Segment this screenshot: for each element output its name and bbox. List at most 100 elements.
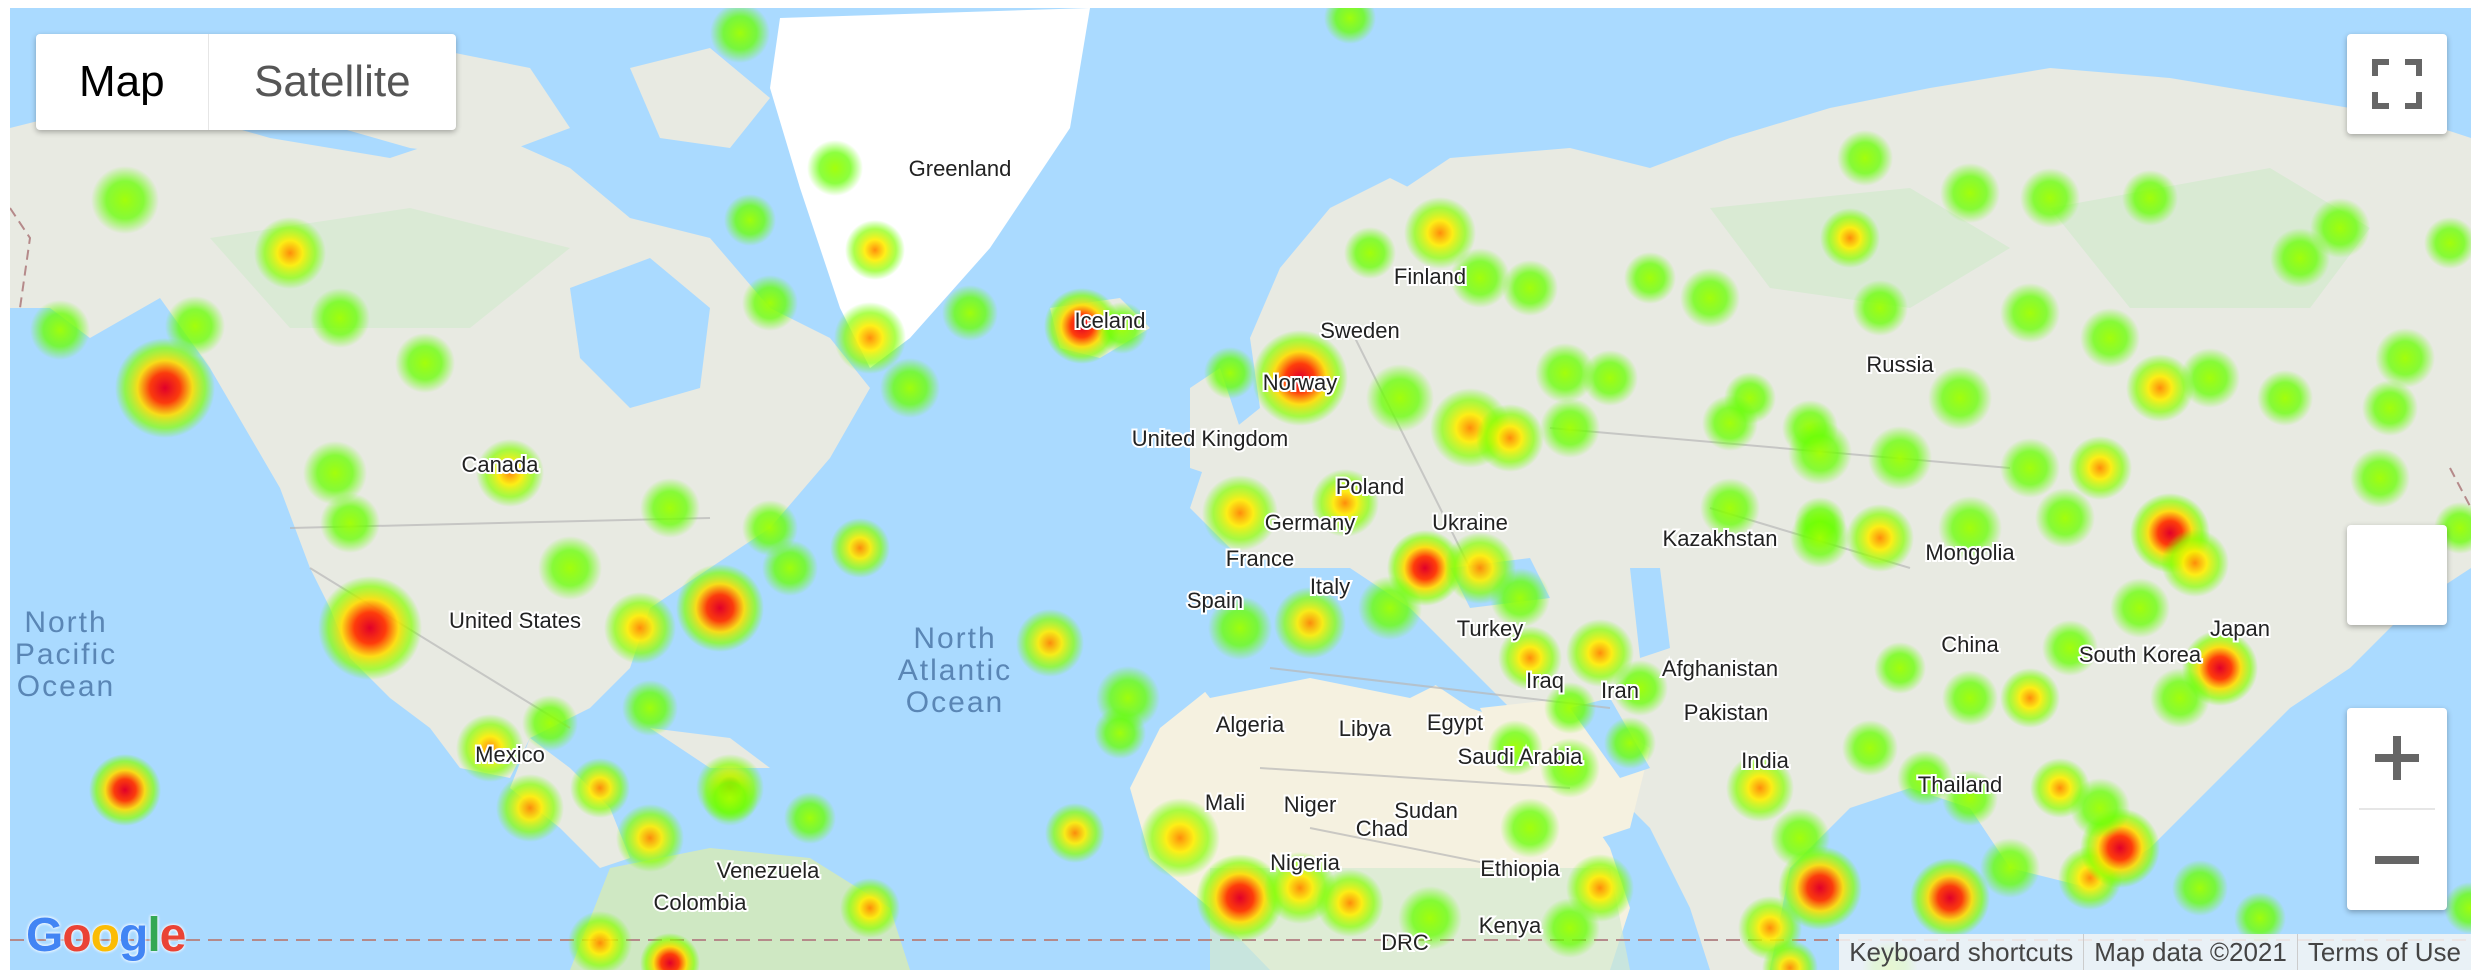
heat-point	[1852, 280, 1908, 336]
heat-point	[1540, 898, 1600, 958]
country-label: Greenland	[909, 156, 1012, 181]
heat-point	[2000, 283, 2060, 343]
heat-point	[1487, 720, 1543, 776]
heat-point	[91, 166, 159, 234]
heat-point	[1544, 682, 1596, 734]
minus-icon	[2375, 856, 2419, 864]
heat-point	[1942, 670, 1998, 726]
heat-point	[1204, 347, 1256, 399]
heat-point	[318, 576, 422, 680]
zoom-out-button[interactable]	[2347, 810, 2447, 910]
heat-point	[1311, 469, 1379, 537]
country-label: Ukraine	[1432, 510, 1508, 535]
country-label: Ethiopia	[1480, 856, 1560, 881]
country-label: Thailand	[1918, 772, 2002, 797]
heat-point	[1500, 798, 1560, 858]
heat-point	[622, 680, 678, 736]
heat-point	[1700, 478, 1760, 538]
heat-point	[1788, 421, 1852, 485]
map-canvas[interactable]: Greenland Iceland Finland Sweden Norway Unite…	[10, 8, 2471, 970]
heat-point	[1398, 886, 1462, 950]
heat-point	[1726, 754, 1794, 822]
google-logo[interactable]: Google	[26, 909, 186, 962]
heat-point	[1790, 508, 1850, 568]
country-label: Pakistan	[1684, 700, 1768, 725]
country-label: Mexico	[475, 742, 545, 767]
zoom-in-button[interactable]	[2347, 708, 2447, 808]
country-label: Iceland	[1075, 308, 1146, 333]
heat-point	[2000, 668, 2060, 728]
map-type-map-button[interactable]: Map	[36, 34, 209, 130]
heat-point	[1450, 248, 1510, 308]
country-label: Egypt	[1427, 710, 1483, 735]
heat-point	[616, 804, 684, 872]
heat-point	[604, 592, 676, 664]
country-label: Mongolia	[1925, 540, 2015, 565]
heat-point	[1316, 869, 1384, 937]
country-label: Italy	[1310, 574, 1350, 599]
heat-point	[1846, 504, 1914, 572]
heat-point	[1540, 398, 1600, 458]
heat-point	[724, 194, 776, 246]
heat-point	[1404, 197, 1476, 269]
heat-point	[1208, 596, 1272, 660]
heat-point	[2180, 348, 2240, 408]
heat-point	[1837, 130, 1893, 186]
ocean-label: Atlantic	[898, 654, 1012, 687]
attribution-bar: Keyboard shortcuts Map data ©2021 Terms …	[1839, 934, 2471, 970]
heat-point	[2424, 217, 2471, 269]
heat-point	[1535, 343, 1595, 403]
heat-point	[1980, 838, 2040, 898]
country-label: Sweden	[1320, 318, 1400, 343]
heat-point	[456, 714, 524, 782]
street-view-pegman[interactable]	[2347, 525, 2447, 625]
heat-point	[1910, 858, 1990, 938]
heat-point	[1604, 717, 1656, 769]
heat-point	[476, 439, 544, 507]
heat-point	[1140, 798, 1220, 878]
land-greenland	[770, 8, 1090, 368]
heat-point	[1252, 330, 1348, 426]
zoom-divider	[2359, 808, 2435, 810]
keyboard-shortcuts-link[interactable]: Keyboard shortcuts	[1849, 937, 2074, 967]
country-label: Japan	[2210, 616, 2270, 641]
heat-point	[2126, 354, 2194, 422]
heat-point	[1820, 208, 1880, 268]
terms-of-use-link[interactable]: Terms of Use	[2296, 934, 2471, 970]
country-label: Kenya	[1479, 913, 1542, 938]
heat-point	[1344, 227, 1396, 279]
map-tiles: Greenland Iceland Finland Sweden Norway Unite…	[10, 8, 2471, 970]
heatmap-layer	[30, 8, 2471, 970]
heat-point	[538, 536, 602, 600]
heat-point	[2444, 882, 2471, 934]
heat-point	[1680, 268, 1740, 328]
heat-point	[89, 754, 161, 826]
heat-point	[310, 288, 370, 348]
heat-point	[1874, 642, 1926, 694]
country-label: Canada	[461, 452, 539, 477]
heat-point	[2350, 448, 2410, 508]
heat-point	[1897, 750, 1953, 806]
heat-point	[570, 758, 630, 818]
heat-point	[2375, 328, 2435, 388]
heat-point	[640, 478, 700, 538]
heat-point	[807, 140, 863, 196]
heat-point	[320, 493, 380, 553]
heat-point	[742, 275, 798, 331]
map-type-satellite-button[interactable]: Satellite	[254, 57, 411, 106]
heat-point	[1324, 8, 1376, 44]
heat-point	[522, 695, 578, 751]
fullscreen-button[interactable]	[2347, 34, 2447, 134]
heat-point	[2257, 370, 2313, 426]
heat-point	[395, 333, 455, 393]
heat-point	[1202, 475, 1278, 551]
heat-point	[1612, 660, 1668, 716]
heat-point	[496, 774, 564, 842]
country-label: Venezuela	[717, 858, 821, 883]
country-label: Iran	[1601, 678, 1639, 703]
heat-point	[2110, 578, 2170, 638]
heat-point	[1566, 619, 1634, 687]
heat-point	[2020, 168, 2080, 228]
heat-point	[2080, 308, 2140, 368]
country-label: DRC	[1381, 930, 1429, 955]
